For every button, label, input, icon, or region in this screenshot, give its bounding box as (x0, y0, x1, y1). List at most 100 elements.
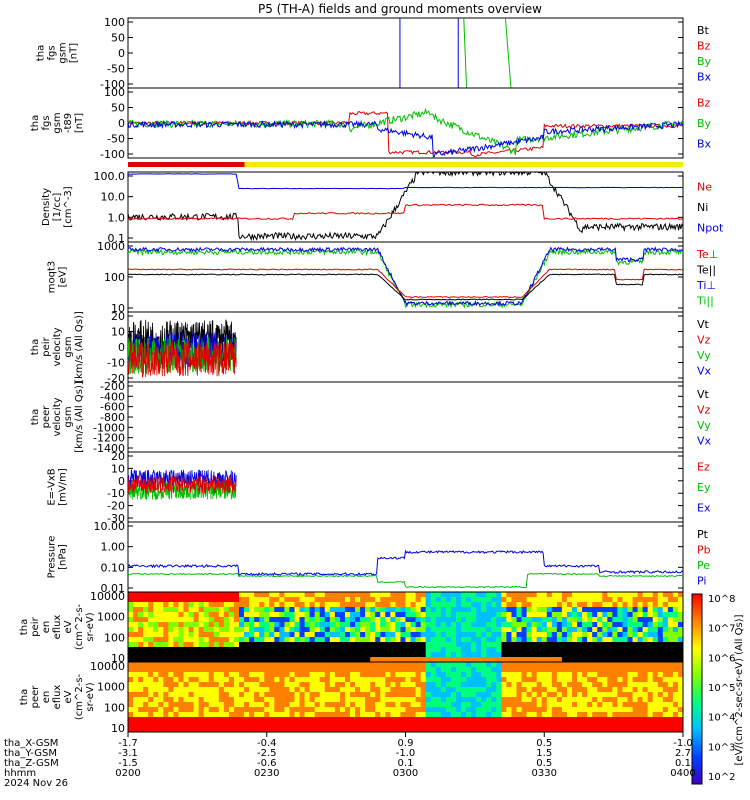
spectrogram-cell (259, 622, 265, 628)
spectrogram-cell (133, 647, 139, 653)
spectrogram-cell (314, 632, 321, 638)
spectrogram-cell (672, 712, 679, 718)
spectrogram-cell (284, 717, 290, 723)
spectrogram-cell (597, 617, 603, 623)
spectrogram-cell (526, 702, 533, 708)
spectrogram-cell (546, 602, 553, 608)
spectrogram-cell (334, 727, 341, 732)
spectrogram-cell (143, 632, 149, 638)
spectrogram-cell (445, 642, 452, 648)
spectrogram-cell (244, 597, 250, 603)
spectrogram-cell (546, 612, 553, 618)
spectrogram-cell (193, 612, 200, 618)
legend-Te||: Te|| (696, 263, 716, 276)
y-tick-label: 10000 (90, 590, 125, 603)
spectrogram-cell (491, 687, 497, 693)
spectrogram-cell (405, 687, 412, 693)
spectrogram-cell (602, 712, 608, 718)
spectrogram-cell (178, 607, 184, 613)
spectrogram-cell (622, 632, 628, 638)
spectrogram-cell (481, 622, 487, 628)
spectrogram-cell (572, 647, 578, 653)
spectrogram-cell (566, 617, 573, 623)
spectrogram-cell (395, 592, 401, 598)
spectrogram-cell (198, 687, 205, 693)
spectrogram-cell (365, 657, 371, 662)
panel-stack: 100500-50-100thafgsgsm[nT]BtBzByBx100500… (19, 16, 724, 735)
spectrogram-cell (289, 677, 295, 683)
spectrogram-cell (531, 682, 538, 688)
spectrogram-cell (294, 702, 301, 708)
spectrogram-cell (183, 687, 190, 693)
spectrogram-cell (163, 692, 169, 698)
legend-Ne: Ne (697, 180, 712, 193)
spectrogram-cell (521, 642, 528, 648)
spectrogram-cell (667, 652, 674, 658)
spectrogram-cell (390, 682, 396, 688)
legend-Bx: Bx (697, 70, 712, 83)
spectrogram-cell (249, 647, 255, 653)
spectrogram-cell (314, 672, 321, 678)
spectrogram-cell (476, 707, 482, 713)
spectrogram-cell (203, 602, 210, 608)
spectrogram-cell (158, 602, 164, 608)
spectrogram-cell (148, 657, 154, 662)
spectrogram-cell (239, 692, 245, 698)
spectrogram-cell (672, 672, 679, 678)
spectrogram-cell (375, 642, 381, 648)
spectrogram-cell (531, 657, 538, 662)
spectrogram-cell (314, 692, 321, 698)
spectrogram-cell (193, 637, 200, 643)
spectrogram-cell (233, 672, 240, 678)
spectrogram-cell (294, 652, 301, 658)
spectrogram-cell (461, 682, 467, 688)
spectrogram-cell (254, 607, 260, 613)
spectrogram-cell (617, 667, 623, 673)
spectrogram-cell (597, 672, 603, 678)
spectrogram-cell (632, 592, 639, 598)
spectrogram-cell (662, 607, 669, 613)
spectrogram-cell (466, 642, 472, 648)
spectrogram-cell (587, 662, 593, 668)
spectrogram-cell (435, 707, 442, 713)
spectrogram-cell (546, 637, 553, 643)
spectrogram-cell (344, 667, 351, 673)
spectrogram-cell (627, 652, 634, 658)
spectrogram-cell (395, 702, 401, 708)
spectrogram-cell (138, 677, 144, 683)
legend-By: By (697, 117, 712, 130)
spectrogram-cell (592, 687, 598, 693)
spectrogram-cell (642, 657, 649, 662)
spectrogram-cell (602, 627, 608, 633)
spectrogram-cell (647, 682, 654, 688)
spectrogram-cell (420, 647, 427, 653)
spectrogram-cell (329, 592, 336, 598)
spectrogram-cell (486, 687, 492, 693)
spectrogram-cell (284, 697, 290, 703)
spectrogram-cell (223, 667, 230, 673)
ez-line (128, 475, 237, 495)
spectrogram-cell (213, 692, 220, 698)
spectrogram-cell (602, 722, 608, 728)
spectrogram-cell (541, 697, 548, 703)
spectrogram-cell (355, 727, 361, 732)
spectrogram-cell (143, 717, 149, 723)
spectrogram-cell (279, 692, 285, 698)
y-tick-label: 10 (111, 652, 125, 665)
spectrogram-cell (264, 702, 270, 708)
spectrogram-cell (183, 597, 190, 603)
spectrogram-cell (365, 617, 371, 623)
spectrogram-cell (395, 717, 401, 723)
spectrogram-cell (309, 627, 316, 633)
spectrogram-cell (213, 622, 220, 628)
spectrogram-cell (400, 697, 406, 703)
spectrogram-cell (556, 662, 563, 668)
spectrogram-cell (128, 687, 134, 693)
spectrogram-cell (466, 592, 472, 598)
spectrogram-cell (592, 667, 598, 673)
spectrogram-cell (370, 722, 376, 728)
spectrogram-cell (607, 642, 613, 648)
spectrogram-cell (269, 657, 275, 662)
spectrogram-cell (602, 602, 608, 608)
spectrogram-cell (274, 702, 280, 708)
